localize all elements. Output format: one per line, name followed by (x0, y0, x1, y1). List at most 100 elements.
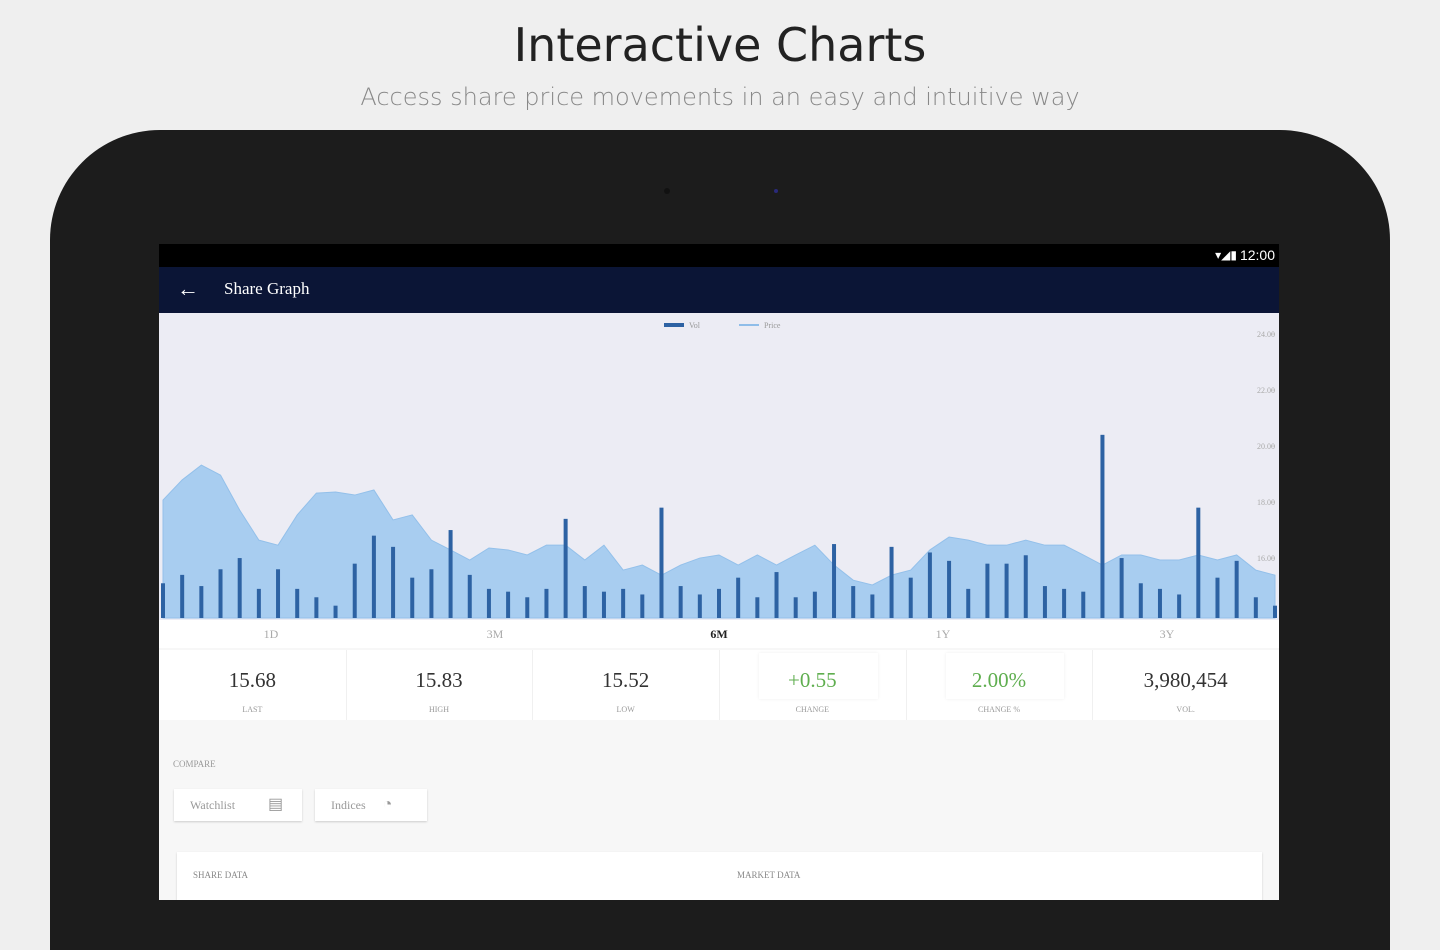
volume-bar (582, 586, 587, 618)
volume-bar (1042, 586, 1047, 618)
volume-bar (544, 588, 549, 618)
volume-bar (736, 577, 741, 618)
volume-bar (486, 588, 491, 618)
volume-bar (927, 552, 932, 618)
volume-bar (161, 583, 165, 618)
volume-bar (870, 594, 875, 618)
y-tick-label: 20.00 (1257, 442, 1275, 451)
range-tab[interactable]: 1D (263, 627, 279, 641)
volume-bar (256, 588, 261, 618)
button-label: Watchlist (190, 798, 236, 812)
volume-bar (985, 563, 990, 618)
volume-bar (506, 591, 511, 618)
volume-bar (908, 577, 913, 618)
chart: 16.00 18.00 20.00 22.00 24.00 Vol Price (159, 313, 1279, 620)
button-label: Indices (331, 798, 366, 812)
volume-bar (1273, 605, 1277, 618)
stat-cell: 15.83 HIGH (346, 650, 534, 720)
back-button[interactable]: ← (177, 276, 199, 301)
stat-value: 15.68 (228, 668, 276, 692)
volume-bar (659, 507, 664, 618)
volume-bar (755, 597, 760, 618)
volume-bar (889, 546, 894, 618)
status-bar: ▾◢▮ 12:00 (159, 244, 1279, 267)
range-tab[interactable]: 3M (486, 627, 504, 641)
stat-highlight (945, 653, 1065, 699)
volume-bar (851, 586, 856, 618)
sensor (774, 189, 778, 193)
stat-cell: 15.68 LAST (159, 650, 347, 720)
volume-bar (1215, 577, 1220, 618)
volume-bar (697, 594, 702, 618)
volume-bar (1196, 507, 1201, 618)
status-icons: ▾◢▮ (1215, 248, 1237, 262)
stat-highlight (759, 653, 878, 699)
stat-value: +0.55 (788, 668, 837, 692)
volume-bar (1100, 434, 1105, 618)
volume-bar (467, 574, 472, 618)
volume-bar (1138, 583, 1143, 618)
volume-bar (601, 591, 606, 618)
volume-bar (1157, 588, 1162, 618)
stat-label: VOL. (1176, 705, 1195, 714)
volume-bar (1253, 597, 1258, 618)
volume-bar (1177, 594, 1182, 618)
volume-bar (621, 588, 626, 618)
volume-bar (793, 597, 798, 618)
volume-bar (717, 588, 721, 618)
range-tab[interactable]: 6M (710, 627, 728, 641)
volume-bar (812, 591, 817, 618)
stat-label: LOW (616, 705, 635, 714)
volume-bar (314, 597, 319, 618)
volume-bar (563, 518, 568, 618)
stats-row: 15.68 LAST 15.83 HIGH 15.52 LOW +0.55 CHANGE 2.0… (159, 650, 1279, 720)
volume-bar (218, 569, 223, 618)
stat-label: CHANGE % (977, 705, 1020, 714)
stat-cell: +0.55 CHANGE (719, 650, 907, 720)
page: Interactive Charts Access share price mo… (50, 18, 1390, 950)
watchlist-button[interactable]: Watchlist ▤ (174, 789, 302, 821)
volume-bar (237, 558, 242, 618)
volume-bar (832, 544, 837, 618)
legend-label: Price (764, 321, 781, 330)
y-tick-label: 18.00 (1257, 498, 1275, 507)
screen: ▾◢▮ 12:00 ← Share Graph 16.00 18.00 20.00 2… (159, 244, 1279, 900)
compare-title: COMPARE (173, 759, 216, 769)
stat-cell: 2.00% CHANGE % (906, 650, 1094, 720)
stat-value: 2.00% (971, 668, 1027, 692)
y-tick-label: 24.00 (1257, 330, 1275, 339)
volume-bar (410, 577, 415, 618)
volume-bar (295, 588, 300, 618)
volume-bar (966, 588, 971, 618)
volume-bar (1004, 563, 1009, 618)
volume-bar (429, 569, 434, 618)
data-card: SHARE DATA MARKET DATA (177, 852, 1262, 900)
volume-bar (947, 560, 952, 618)
volume-bar (1119, 558, 1124, 618)
stat-cell: 15.52 LOW (532, 650, 720, 720)
volume-bar (1234, 560, 1239, 618)
volume-bar (678, 586, 683, 618)
volume-bar (371, 535, 376, 618)
price-area (162, 464, 1276, 619)
y-tick-label: 22.00 (1257, 386, 1275, 395)
range-tab[interactable]: 1Y (935, 627, 951, 641)
range-tab[interactable]: 3Y (1159, 627, 1175, 641)
indices-button[interactable]: Indices ◔ (315, 789, 427, 821)
clock: 12:00 (1239, 247, 1275, 263)
volume-bar (276, 569, 281, 618)
stat-value: 15.52 (602, 668, 650, 692)
y-tick-label: 16.00 (1257, 554, 1275, 563)
subheadline: Access share price movements in an easy … (360, 83, 1080, 111)
volume-bar (774, 572, 779, 618)
volume-bar (525, 597, 530, 618)
app-bar: ← Share Graph (159, 267, 1279, 313)
volume-bar (1081, 591, 1086, 618)
volume-bar (640, 594, 645, 618)
volume-bar (448, 530, 453, 618)
stat-value: 15.83 (415, 668, 463, 692)
volume-bar (391, 546, 396, 618)
volume-bar (352, 563, 357, 618)
section-title: MARKET DATA (737, 870, 801, 880)
volume-bar (333, 605, 338, 618)
